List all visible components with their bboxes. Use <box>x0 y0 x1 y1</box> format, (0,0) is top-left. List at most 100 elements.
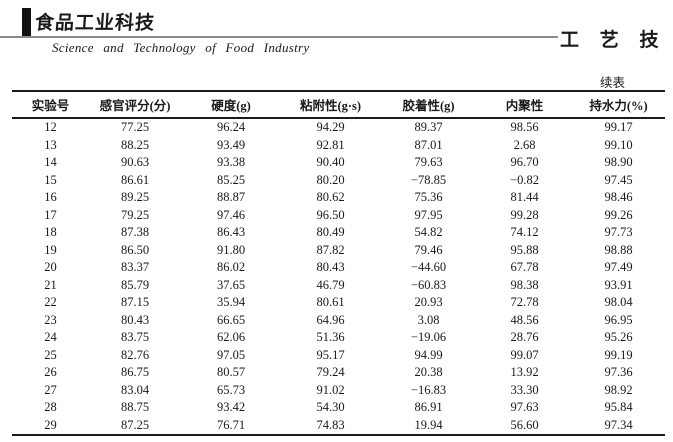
table-cell: 95.26 <box>604 330 633 345</box>
table-cell: 56.60 <box>510 417 539 432</box>
table-cell: 54.30 <box>316 400 345 415</box>
table-cell: 93.49 <box>216 137 246 152</box>
column-header-water-holding: 持水力(%) <box>572 91 665 119</box>
table-cell: 79.63 <box>414 155 443 170</box>
table-cell: 80.43 <box>120 312 150 327</box>
table-row: 25 82.76 97.05 95.17 94.99 99.07 99.19 <box>12 347 665 365</box>
table-cell: 74.12 <box>510 225 539 240</box>
table-cell: 99.10 <box>604 137 633 152</box>
table-cell: 89.25 <box>120 190 150 205</box>
table-cell: 89.37 <box>414 120 443 135</box>
table-cell: 67.78 <box>510 260 539 275</box>
table-cell: 85.25 <box>216 172 246 187</box>
results-table-body: 12 77.25 96.24 94.29 89.37 98.56 99.17 13 88.25 9… <box>12 118 665 435</box>
table-cell: 19.94 <box>414 417 443 432</box>
table-cell: 62.06 <box>216 330 246 345</box>
table-cell: 74.83 <box>316 417 345 432</box>
table-row: 21 85.79 37.65 46.79 −60.83 98.38 93.91 <box>12 277 665 295</box>
table-cell: 83.04 <box>120 382 150 397</box>
table-cell: 86.43 <box>216 225 246 240</box>
table-cell: 93.42 <box>216 400 246 415</box>
table-cell: 87.01 <box>414 137 443 152</box>
table-cell: 37.65 <box>216 277 246 292</box>
experiment-number-cell: 19 <box>44 242 57 257</box>
table-row: 24 83.75 62.06 51.36 −19.06 28.76 95.26 <box>12 329 665 347</box>
table-cell: 99.28 <box>510 207 539 222</box>
table-cell: 99.19 <box>604 347 633 362</box>
experiment-number-cell: 25 <box>44 347 57 362</box>
table-cell: 66.65 <box>216 312 246 327</box>
experiment-number-cell: 28 <box>44 400 57 415</box>
experiment-number-cell: 24 <box>44 330 57 345</box>
table-row: 19 86.50 91.80 87.82 79.46 95.88 98.88 <box>12 242 665 260</box>
table-cell: 93.38 <box>216 155 246 170</box>
table-cell: 96.50 <box>316 207 345 222</box>
table-cell: −78.85 <box>410 172 447 187</box>
column-header-cohesiveness: 内聚性 <box>477 91 572 119</box>
table-row: 20 83.37 86.02 80.43 −44.60 67.78 97.49 <box>12 259 665 277</box>
table-cell: 33.30 <box>510 382 539 397</box>
table-cell: 99.07 <box>510 347 539 362</box>
table-cell: 13.92 <box>510 365 539 380</box>
table-cell: 97.46 <box>216 207 246 222</box>
table-cell: 96.70 <box>510 155 539 170</box>
logo-bar-decoration <box>22 8 31 38</box>
table-row: 28 88.75 93.42 54.30 86.91 97.63 95.84 <box>12 399 665 417</box>
table-header-row: 实验号 感官评分(分) 硬度(g) 粘附性(g·s) 胶着性(g) 内聚性 持水… <box>12 91 665 119</box>
table-cell: 87.82 <box>316 242 345 257</box>
table-cell: 98.88 <box>604 242 633 257</box>
column-header-sensory-score: 感官评分(分) <box>89 91 181 119</box>
experiment-number-cell: 21 <box>44 277 57 292</box>
table-cell: 98.90 <box>604 155 633 170</box>
table-cell: 76.71 <box>216 417 246 432</box>
experiment-number-cell: 20 <box>44 260 57 275</box>
experiment-number-cell: 18 <box>44 225 57 240</box>
table-cell: 81.44 <box>510 190 539 205</box>
table-cell: 90.40 <box>316 155 345 170</box>
journal-logo-text: 食品工业科技 <box>33 8 157 38</box>
table-cell: 72.78 <box>510 295 539 310</box>
table-cell: 20.93 <box>414 295 443 310</box>
table-row: 12 77.25 96.24 94.29 89.37 98.56 99.17 <box>12 118 665 137</box>
results-table: 实验号 感官评分(分) 硬度(g) 粘附性(g·s) 胶着性(g) 内聚性 持水… <box>12 90 665 436</box>
table-cell: 97.63 <box>510 400 539 415</box>
section-title: 工 艺 技 术 <box>560 30 673 51</box>
experiment-number-cell: 27 <box>44 382 57 397</box>
table-row: 16 89.25 88.87 80.62 75.36 81.44 98.46 <box>12 189 665 207</box>
table-row: 26 86.75 80.57 79.24 20.38 13.92 97.36 <box>12 364 665 382</box>
table-row: 17 79.25 97.46 96.50 97.95 99.28 99.26 <box>12 207 665 225</box>
table-cell: 85.79 <box>120 277 150 292</box>
experiment-number-cell: 26 <box>44 365 57 380</box>
table-cell: 77.25 <box>120 120 150 135</box>
table-cell: 97.73 <box>604 225 633 240</box>
table-cell: 93.91 <box>604 277 633 292</box>
table-cell: 88.75 <box>120 400 150 415</box>
table-cell: 98.04 <box>604 295 633 310</box>
table-cell: 80.57 <box>216 365 246 380</box>
table-cell: −19.06 <box>410 330 447 345</box>
table-cell: 82.76 <box>120 347 150 362</box>
table-cell: 87.25 <box>120 417 150 432</box>
table-cell: −60.83 <box>410 277 447 292</box>
column-header-experiment-number: 实验号 <box>12 91 89 119</box>
table-cell: 94.29 <box>316 120 345 135</box>
table-cell: 54.82 <box>414 225 443 240</box>
table-cell: 79.46 <box>414 242 443 257</box>
table-cell: 98.92 <box>604 382 633 397</box>
experiment-number-cell: 17 <box>44 207 57 222</box>
table-cell: 96.24 <box>216 120 246 135</box>
table-cell: 80.49 <box>316 225 345 240</box>
table-cell: 86.75 <box>120 365 150 380</box>
table-cell: −16.83 <box>410 382 447 397</box>
experiment-number-cell: 13 <box>44 137 57 152</box>
table-cell: 97.05 <box>216 347 246 362</box>
table-cell: 86.91 <box>414 400 443 415</box>
table-cell: 97.49 <box>604 260 633 275</box>
table-row: 15 86.61 85.25 80.20 −78.85 −0.82 97.45 <box>12 172 665 190</box>
table-cell: 87.15 <box>120 295 150 310</box>
table-cell: 86.02 <box>216 260 246 275</box>
table-cell: 64.96 <box>316 312 345 327</box>
table-cell: 99.17 <box>604 120 633 135</box>
table-cell: 35.94 <box>216 295 246 310</box>
table-cell: 94.99 <box>414 347 443 362</box>
